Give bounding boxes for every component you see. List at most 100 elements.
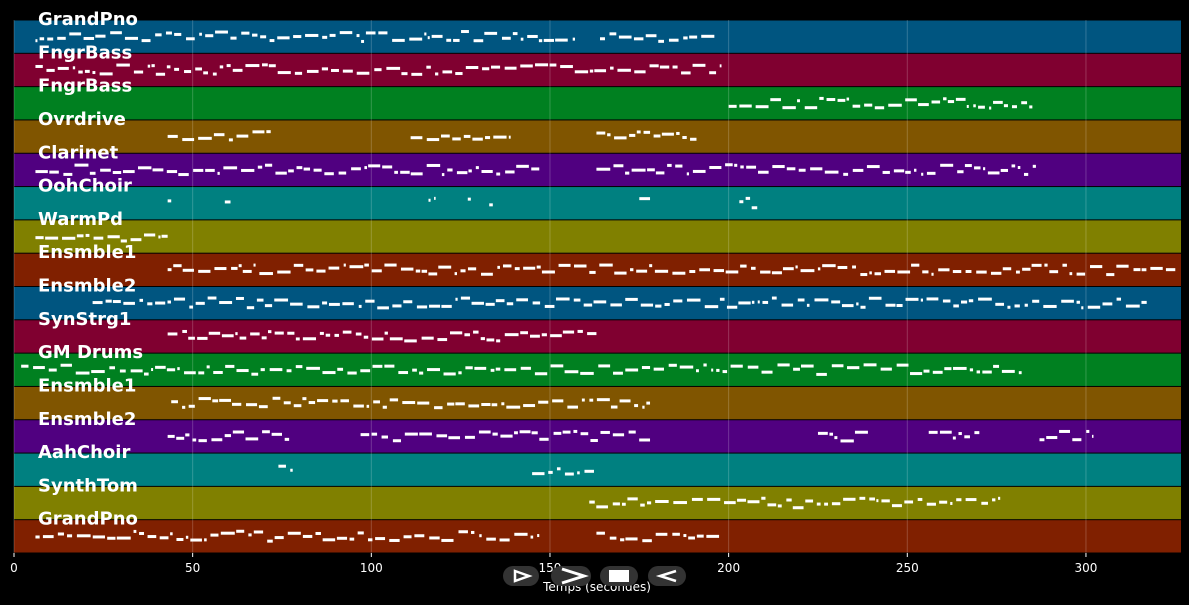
note xyxy=(171,400,178,404)
note xyxy=(226,64,231,68)
note xyxy=(437,338,448,342)
note xyxy=(926,297,939,301)
note xyxy=(800,364,814,368)
note xyxy=(465,366,473,370)
note xyxy=(589,270,596,274)
note xyxy=(952,436,956,440)
note xyxy=(798,168,806,172)
note xyxy=(110,31,122,35)
note xyxy=(767,503,777,507)
note xyxy=(709,71,717,75)
note xyxy=(389,398,399,402)
note xyxy=(607,133,611,137)
note xyxy=(178,173,189,177)
note xyxy=(640,303,654,307)
note xyxy=(122,170,135,174)
note xyxy=(246,403,258,407)
note xyxy=(580,371,594,375)
note xyxy=(238,264,242,268)
note xyxy=(460,296,471,300)
note xyxy=(67,534,73,538)
note xyxy=(514,532,528,536)
note xyxy=(1059,429,1070,433)
track-label: Ovrdrive xyxy=(38,109,126,130)
note xyxy=(673,501,687,505)
track-band xyxy=(14,353,1181,386)
track-label: OohChoir xyxy=(38,176,132,197)
note xyxy=(137,166,152,170)
track-band xyxy=(14,453,1181,486)
note xyxy=(917,497,923,501)
track-band xyxy=(14,520,1181,553)
note xyxy=(176,436,185,440)
note xyxy=(719,64,722,68)
note xyxy=(198,136,212,140)
note xyxy=(290,468,293,472)
note xyxy=(859,496,866,500)
note xyxy=(491,65,501,69)
note xyxy=(931,272,934,276)
note xyxy=(155,365,166,369)
note xyxy=(1017,166,1021,170)
note xyxy=(852,168,864,172)
note xyxy=(805,499,814,503)
note xyxy=(831,364,844,368)
note xyxy=(777,363,790,367)
note xyxy=(35,170,48,174)
note xyxy=(964,435,970,439)
note xyxy=(926,171,936,175)
note xyxy=(186,37,195,41)
note xyxy=(544,304,555,308)
note xyxy=(1133,268,1141,272)
note xyxy=(1000,168,1009,172)
note xyxy=(212,72,217,76)
note xyxy=(505,170,515,174)
note xyxy=(220,531,235,535)
note xyxy=(1031,263,1042,267)
note xyxy=(472,137,483,141)
note xyxy=(421,269,428,273)
note xyxy=(856,302,859,306)
stop-button[interactable] xyxy=(600,566,638,586)
note xyxy=(465,66,479,70)
note xyxy=(618,35,632,39)
note xyxy=(639,197,651,201)
note xyxy=(504,368,517,372)
note xyxy=(896,363,909,367)
x-tick-label: 100 xyxy=(360,561,383,575)
note xyxy=(342,330,352,334)
note xyxy=(386,66,401,70)
note xyxy=(188,404,195,408)
note xyxy=(371,337,384,341)
rewind-button[interactable] xyxy=(648,566,686,586)
track-label: SynthTom xyxy=(38,475,138,496)
note xyxy=(479,534,482,538)
note xyxy=(478,430,491,434)
note xyxy=(746,165,757,169)
note xyxy=(124,36,139,40)
note xyxy=(184,371,196,375)
track-label: Ensmble2 xyxy=(38,276,136,297)
note xyxy=(795,265,798,269)
note xyxy=(471,301,484,305)
note xyxy=(926,502,936,506)
note xyxy=(682,136,687,140)
note xyxy=(581,398,585,402)
note xyxy=(184,70,192,74)
note xyxy=(460,269,466,273)
play-button[interactable] xyxy=(503,566,539,586)
note xyxy=(293,263,304,267)
note xyxy=(267,539,273,543)
note xyxy=(199,32,202,36)
note xyxy=(641,366,651,370)
note xyxy=(655,532,668,536)
note xyxy=(1072,438,1082,442)
note xyxy=(716,368,720,372)
note xyxy=(514,431,518,435)
note xyxy=(410,136,423,140)
note xyxy=(642,405,645,409)
note xyxy=(431,34,443,38)
forward-button[interactable] xyxy=(551,566,591,586)
note xyxy=(356,34,360,38)
note xyxy=(151,368,154,372)
